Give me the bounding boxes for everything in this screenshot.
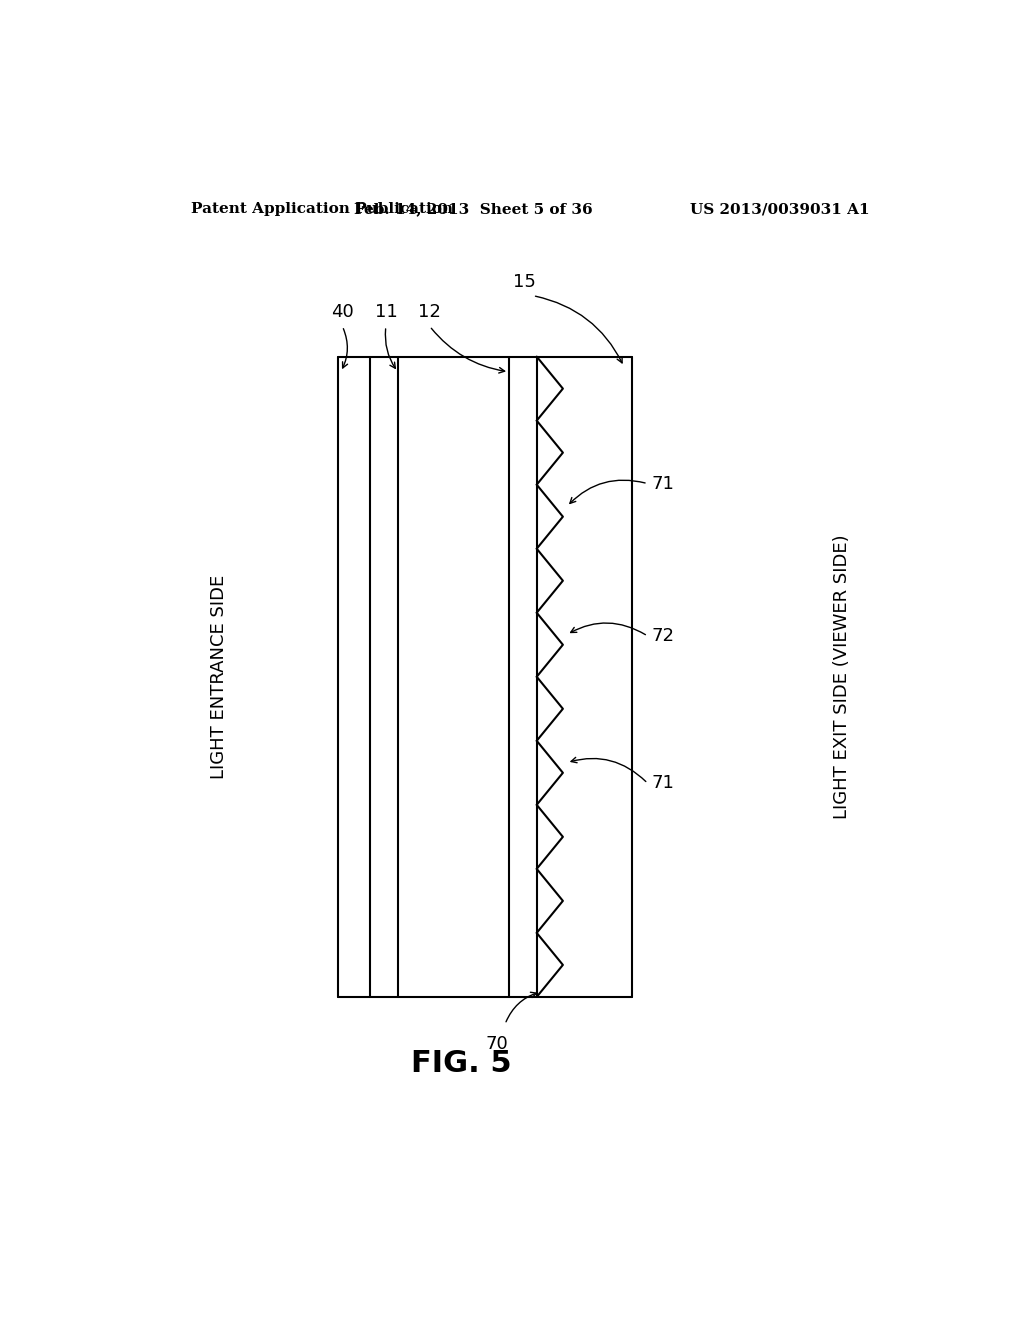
Text: 71: 71	[652, 775, 675, 792]
Text: 12: 12	[418, 304, 441, 321]
Text: LIGHT EXIT SIDE (VIEWER SIDE): LIGHT EXIT SIDE (VIEWER SIDE)	[834, 535, 851, 820]
Text: 15: 15	[513, 272, 537, 290]
Text: FIG. 5: FIG. 5	[411, 1049, 512, 1078]
Text: LIGHT ENTRANCE SIDE: LIGHT ENTRANCE SIDE	[210, 574, 228, 779]
Text: 40: 40	[331, 304, 353, 321]
Text: 70: 70	[485, 1035, 508, 1052]
Text: Feb. 14, 2013  Sheet 5 of 36: Feb. 14, 2013 Sheet 5 of 36	[354, 202, 593, 216]
Text: 11: 11	[375, 304, 397, 321]
Text: Patent Application Publication: Patent Application Publication	[191, 202, 454, 216]
Text: US 2013/0039031 A1: US 2013/0039031 A1	[690, 202, 870, 216]
Text: 71: 71	[652, 475, 675, 492]
Text: 72: 72	[652, 627, 675, 645]
